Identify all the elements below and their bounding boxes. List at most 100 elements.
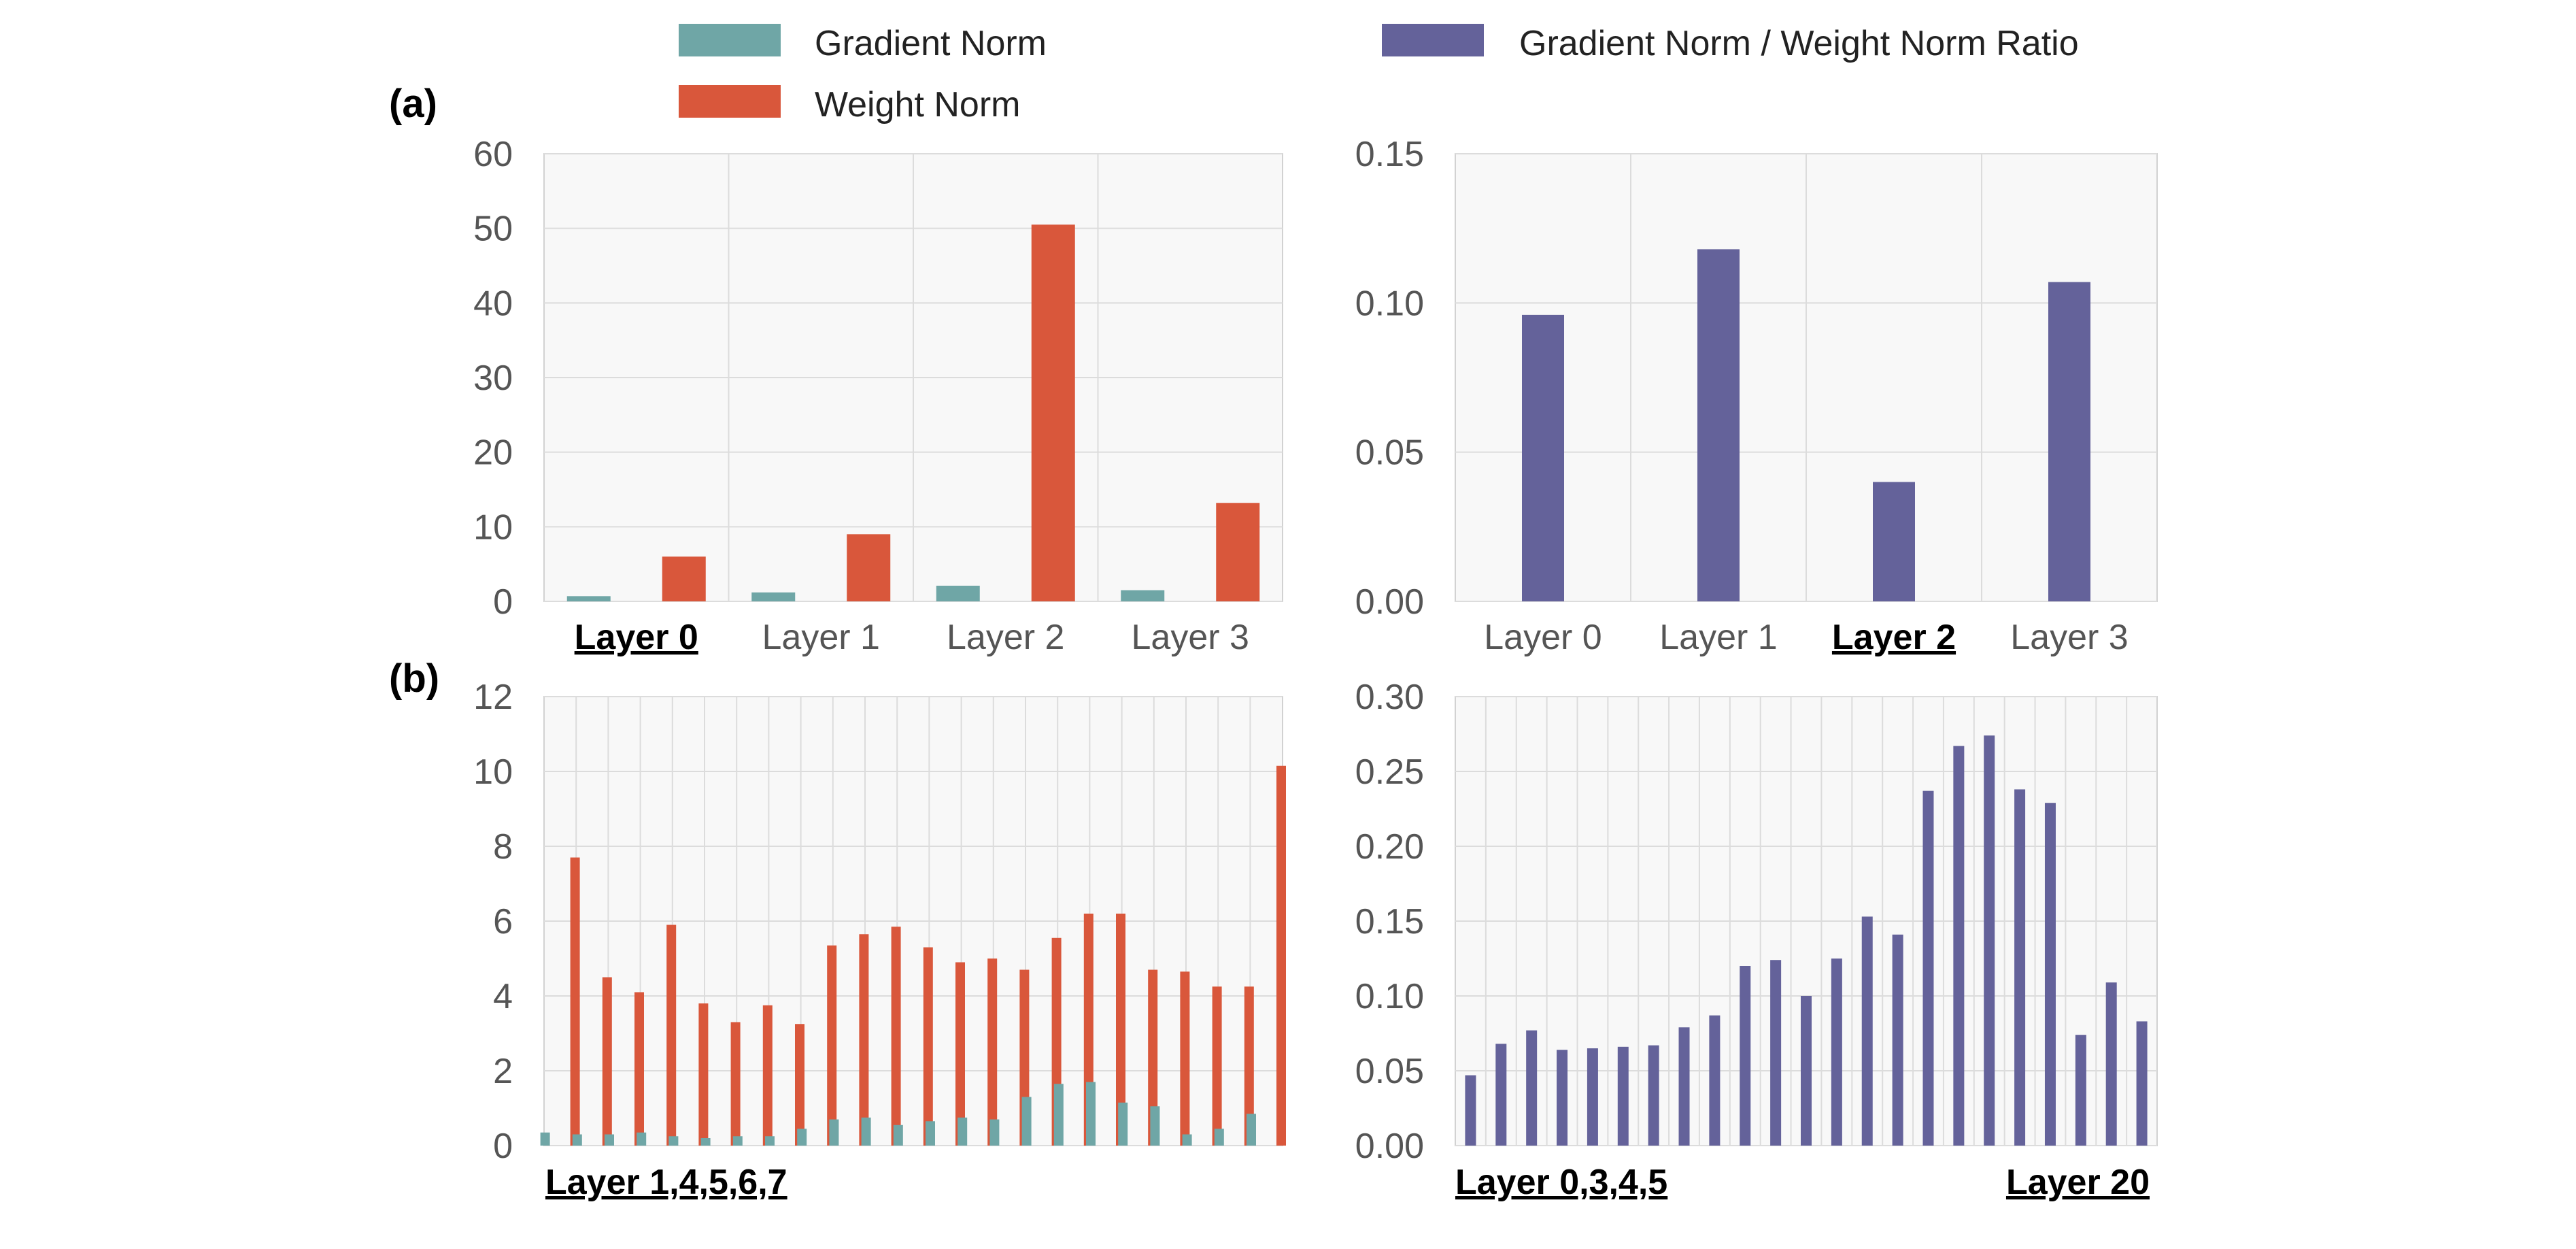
bar-gradient-norm-weight-norm-ratio (1831, 959, 1842, 1146)
bar-gradient-norm-weight-norm-ratio (2044, 803, 2056, 1146)
bar-gradient-norm-weight-norm-ratio (1984, 735, 1995, 1146)
y-tick-label: 0 (493, 1127, 513, 1166)
bar-gradient-norm-weight-norm-ratio (1953, 746, 1965, 1146)
bar-weight-norm (634, 992, 644, 1146)
y-tick-label: 0.05 (1355, 433, 1424, 473)
bar-gradient-norm-weight-norm-ratio (1557, 1050, 1568, 1146)
bar-gradient-norm-weight-norm-ratio (1892, 934, 1903, 1146)
x-tick-label: Layer 2 (1832, 618, 1956, 657)
bar-weight-norm (891, 927, 901, 1146)
bar-weight-norm (698, 1003, 709, 1146)
bar-gradient-norm (861, 1117, 871, 1146)
legend-weight-norm-label: Weight Norm (815, 85, 1020, 124)
y-tick-label: 0.20 (1355, 827, 1424, 867)
bar-gradient-norm (668, 1136, 679, 1146)
x-tick-label: Layer 1 (762, 618, 880, 657)
y-tick-label: 10 (473, 507, 513, 547)
y-tick-label: 20 (473, 433, 513, 473)
y-tick-label: 0.05 (1355, 1052, 1424, 1091)
bar-gradient-norm (700, 1138, 711, 1146)
y-tick-label: 0.10 (1355, 284, 1424, 323)
bar-gradient-norm (605, 1134, 614, 1146)
y-tick-label: 0 (493, 582, 513, 622)
bar-weight-norm (1180, 971, 1190, 1146)
bar-gradient-norm (572, 1134, 582, 1146)
bar-gradient-norm (797, 1129, 807, 1146)
bar-gradient-norm (1121, 590, 1165, 601)
bar-gradient-norm (1118, 1102, 1128, 1146)
chart-a-right: 0.00 0.05 0.10 0.15 Layer 0 Layer 1 Layer 2 Lay… (1355, 135, 2158, 657)
bar-gradient-norm (989, 1119, 1000, 1146)
chart-b-right: 0.00 0.05 0.10 0.15 0.20 0.25 0.30 (1355, 678, 2158, 1166)
bar-weight-norm (1276, 765, 1286, 1146)
panel-label-b: (b) (389, 656, 439, 701)
bar-weight-norm (762, 1005, 773, 1146)
chart-a-left: 0 10 20 30 40 50 60 Layer 0 Layer 1 Layer 2 Layer … (473, 135, 1283, 657)
bar-gradient-norm-weight-norm-ratio (2075, 1035, 2086, 1146)
panel-label-a: (a) (389, 82, 437, 126)
bar-gradient-norm-weight-norm-ratio (2048, 282, 2090, 601)
annotation-b-right-left: Layer 0,3,4,5 (1455, 1163, 1667, 1202)
legend-ratio-label: Gradient Norm / Weight Norm Ratio (1519, 24, 2079, 63)
legend-gradient-norm-swatch (679, 24, 781, 56)
x-tick-label: Layer 2 (947, 618, 1064, 657)
legend-ratio-swatch (1382, 24, 1484, 56)
bar-gradient-norm-weight-norm-ratio (1873, 482, 1915, 601)
bar-gradient-norm-weight-norm-ratio (1740, 966, 1751, 1146)
y-tick-label: 50 (473, 210, 513, 249)
bar-gradient-norm (566, 596, 611, 601)
bar-weight-norm (1116, 914, 1125, 1146)
bar-weight-norm (923, 947, 933, 1146)
bar-gradient-norm-weight-norm-ratio (1801, 996, 1812, 1146)
y-tick-label: 2 (493, 1052, 513, 1091)
bar-weight-norm (1031, 224, 1075, 601)
bar-gradient-norm (936, 585, 980, 601)
bar-weight-norm (827, 945, 837, 1146)
y-tick-label: 6 (493, 902, 513, 942)
annotation-b-left: Layer 1,4,5,6,7 (545, 1163, 787, 1202)
bar-weight-norm (666, 925, 677, 1146)
bar-gradient-norm (1247, 1114, 1256, 1146)
bar-gradient-norm (1150, 1106, 1160, 1146)
y-tick-label: 0.15 (1355, 135, 1424, 174)
legend-weight-norm-swatch (679, 85, 781, 118)
y-tick-label: 12 (473, 678, 513, 717)
y-tick-label: 0.30 (1355, 678, 1424, 717)
bar-gradient-norm-weight-norm-ratio (1697, 249, 1740, 602)
bar-gradient-norm (765, 1136, 775, 1146)
y-tick-label: 0.10 (1355, 977, 1424, 1016)
y-tick-label: 0.25 (1355, 752, 1424, 792)
legend-gradient-norm-label: Gradient Norm (815, 24, 1047, 63)
bar-weight-norm (1148, 969, 1158, 1146)
bar-gradient-norm (957, 1117, 968, 1146)
bar-gradient-norm-weight-norm-ratio (1526, 1030, 1538, 1146)
bar-weight-norm (955, 962, 965, 1146)
bar-weight-norm (662, 556, 706, 601)
bar-gradient-norm-weight-norm-ratio (2105, 982, 2117, 1146)
bar-gradient-norm (1021, 1097, 1032, 1146)
y-tick-label: 0.00 (1355, 582, 1424, 622)
x-tick-label: Layer 0 (575, 618, 698, 657)
bar-gradient-norm-weight-norm-ratio (1770, 960, 1782, 1146)
y-tick-label: 60 (473, 135, 513, 174)
bar-gradient-norm-weight-norm-ratio (1617, 1046, 1629, 1146)
bar-gradient-norm (829, 1119, 839, 1146)
bar-gradient-norm (1182, 1134, 1192, 1146)
y-tick-label: 8 (493, 827, 513, 867)
bar-gradient-norm-weight-norm-ratio (2014, 789, 2026, 1146)
bar-weight-norm (730, 1022, 741, 1146)
y-tick-label: 40 (473, 284, 513, 323)
y-tick-label: 0.00 (1355, 1127, 1424, 1166)
annotation-b-right-right: Layer 20 (2006, 1163, 2150, 1202)
bar-gradient-norm (1053, 1084, 1064, 1146)
x-tick-label: Layer 0 (1484, 618, 1601, 657)
bar-gradient-norm-weight-norm-ratio (1465, 1075, 1476, 1146)
bar-weight-norm (602, 977, 612, 1146)
bar-gradient-norm-weight-norm-ratio (1678, 1027, 1690, 1146)
bar-weight-norm (987, 959, 998, 1146)
bar-gradient-norm-weight-norm-ratio (1522, 314, 1564, 601)
bar-weight-norm (1212, 986, 1222, 1146)
x-tick-label: Layer 3 (1132, 618, 1249, 657)
bar-gradient-norm (926, 1121, 935, 1146)
